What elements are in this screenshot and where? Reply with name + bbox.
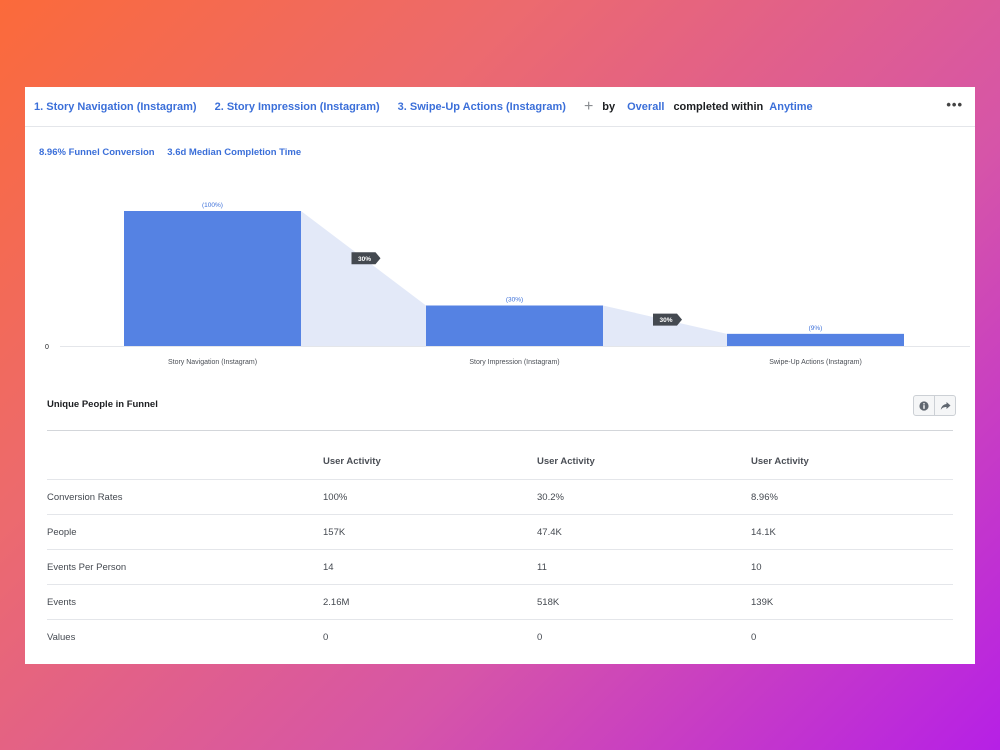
funnel-bar — [727, 333, 904, 346]
funnel-bar — [426, 305, 603, 346]
table-header-row: User Activity User Activity User Activit… — [47, 444, 953, 480]
table-cell: 139K — [751, 584, 953, 620]
add-step-icon[interactable]: + — [583, 97, 594, 115]
table-cell: People — [47, 514, 323, 550]
conversion-flow-area — [603, 305, 727, 346]
table-cell: Events Per Person — [47, 549, 323, 585]
table-cell: 0 — [323, 631, 329, 643]
table-cell: 47.4K — [537, 514, 751, 550]
y-tick-label: 0 — [45, 344, 49, 351]
table-cell: 30.2% — [537, 479, 751, 515]
table-cell: 518K — [537, 584, 751, 620]
info-icon[interactable] — [914, 396, 934, 415]
table-row: Events 2.16M 518K 139K — [47, 584, 953, 620]
step-conversion-label: 30% — [358, 256, 371, 263]
table-header — [47, 444, 323, 480]
funnel-conversion-metric[interactable]: 8.96% Funnel Conversion — [39, 147, 155, 158]
bar-percent-label: (9%) — [809, 325, 823, 332]
bar-percent-label: (100%) — [202, 202, 223, 209]
table-cell: Events — [47, 584, 323, 620]
funnel-step-2[interactable]: 2. Story Impression (Instagram) — [214, 100, 380, 113]
table-cell: 11 — [537, 549, 751, 585]
more-options-icon[interactable]: ••• — [946, 97, 963, 112]
table-row: People 157K 47.4K 14.1K — [47, 514, 953, 550]
table-cell: Conversion Rates — [47, 479, 323, 515]
share-icon[interactable] — [934, 396, 955, 415]
funnel-chart: 0 (100%) Story Navigation (Instagram) (30%)… — [45, 202, 970, 366]
section-title: Unique People in Funnel — [47, 399, 158, 410]
funnel-bar — [124, 211, 301, 346]
table-row: Events Per Person 14 11 10 — [47, 549, 953, 585]
funnel-step-3[interactable]: 3. Swipe-Up Actions (Instagram) — [397, 100, 566, 113]
table-cell: 157K — [323, 514, 537, 550]
table-header: User Activity — [751, 444, 953, 480]
table-header: User Activity — [537, 444, 751, 480]
by-label: by — [602, 100, 616, 113]
table-row: Values 0 0 0 — [47, 620, 953, 655]
x-category-label: Story Navigation (Instagram) — [168, 359, 257, 366]
conversion-flow-area — [301, 211, 426, 346]
table-cell: 0 — [537, 631, 543, 643]
table-cell: 14.1K — [751, 514, 953, 550]
table-cell: 10 — [751, 549, 953, 585]
table-header: User Activity — [323, 444, 537, 480]
funnel-summary: 8.96% Funnel Conversion 3.6d Median Comp… — [39, 147, 311, 158]
median-completion-metric[interactable]: 3.6d Median Completion Time — [167, 147, 302, 158]
table-cell: 100% — [323, 479, 537, 515]
completed-within-label: completed within — [673, 100, 764, 113]
table-row: Conversion Rates 100% 30.2% 8.96% — [47, 479, 953, 515]
table-cell: 2.16M — [323, 584, 537, 620]
table-cell: 14 — [323, 549, 537, 585]
time-window-dropdown[interactable]: Anytime — [769, 100, 813, 113]
funnel-toolbar: 1. Story Navigation (Instagram) 2. Story… — [25, 87, 975, 127]
table-cell: 8.96% — [751, 479, 953, 515]
step-conversion-tag — [351, 252, 381, 265]
table-cell: Values — [47, 631, 76, 643]
section-divider — [47, 430, 953, 431]
funnel-table: User Activity User Activity User Activit… — [47, 444, 953, 654]
funnel-step-1[interactable]: 1. Story Navigation (Instagram) — [34, 100, 197, 113]
funnel-panel: 1. Story Navigation (Instagram) 2. Story… — [25, 87, 975, 664]
step-conversion-label: 30% — [659, 317, 672, 324]
step-conversion-tag — [653, 313, 682, 326]
bar-percent-label: (30%) — [506, 297, 523, 304]
x-category-label: Story Impression (Instagram) — [469, 359, 559, 366]
x-category-label: Swipe-Up Actions (Instagram) — [769, 359, 862, 366]
breakdown-dropdown[interactable]: Overall — [627, 100, 665, 113]
table-cell: 0 — [751, 631, 757, 643]
section-actions — [913, 395, 956, 416]
